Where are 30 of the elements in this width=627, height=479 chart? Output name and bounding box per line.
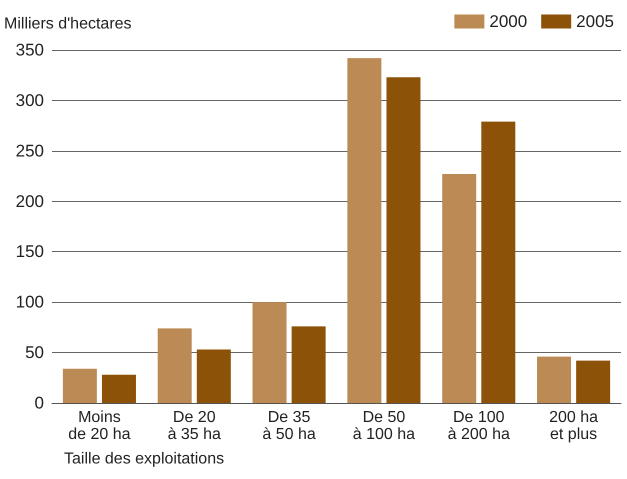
y-tick-label: 100 <box>16 292 44 312</box>
y-tick-label: 250 <box>16 141 44 160</box>
bar <box>481 122 516 403</box>
y-tick-label: 150 <box>16 242 44 262</box>
x-tick-label: De 20 à 35 ha <box>168 409 222 443</box>
y-tick-label: 350 <box>16 40 44 60</box>
x-tick-label: 200 ha et plus <box>549 409 598 443</box>
bar <box>102 374 136 403</box>
y-tick-label: 200 <box>16 192 44 211</box>
y-axis-title: Milliers d'hectares <box>4 16 132 32</box>
bar <box>292 326 326 403</box>
bar <box>576 360 610 403</box>
y-tick-label: 300 <box>16 90 44 110</box>
x-tick-label: De 50 à 100 ha <box>352 409 416 443</box>
x-tick-label: De 100 à 200 ha <box>448 409 510 443</box>
x-axis-title: Taille des exploitations <box>64 450 224 468</box>
legend-label: 2005 <box>576 12 614 31</box>
x-tick-label: Moins de 20 ha <box>68 409 131 443</box>
y-tick-label: 0 <box>34 394 44 412</box>
bar <box>252 302 287 403</box>
bar <box>442 174 476 403</box>
bar <box>347 58 382 403</box>
bar <box>62 368 97 403</box>
bar <box>158 328 192 403</box>
legend-label: 2000 <box>489 12 528 31</box>
bar <box>386 77 420 403</box>
y-tick-label: 50 <box>25 343 44 362</box>
x-tick-label: De 35 à 50 ha <box>262 409 316 443</box>
bar <box>196 350 231 403</box>
bar <box>537 356 572 403</box>
